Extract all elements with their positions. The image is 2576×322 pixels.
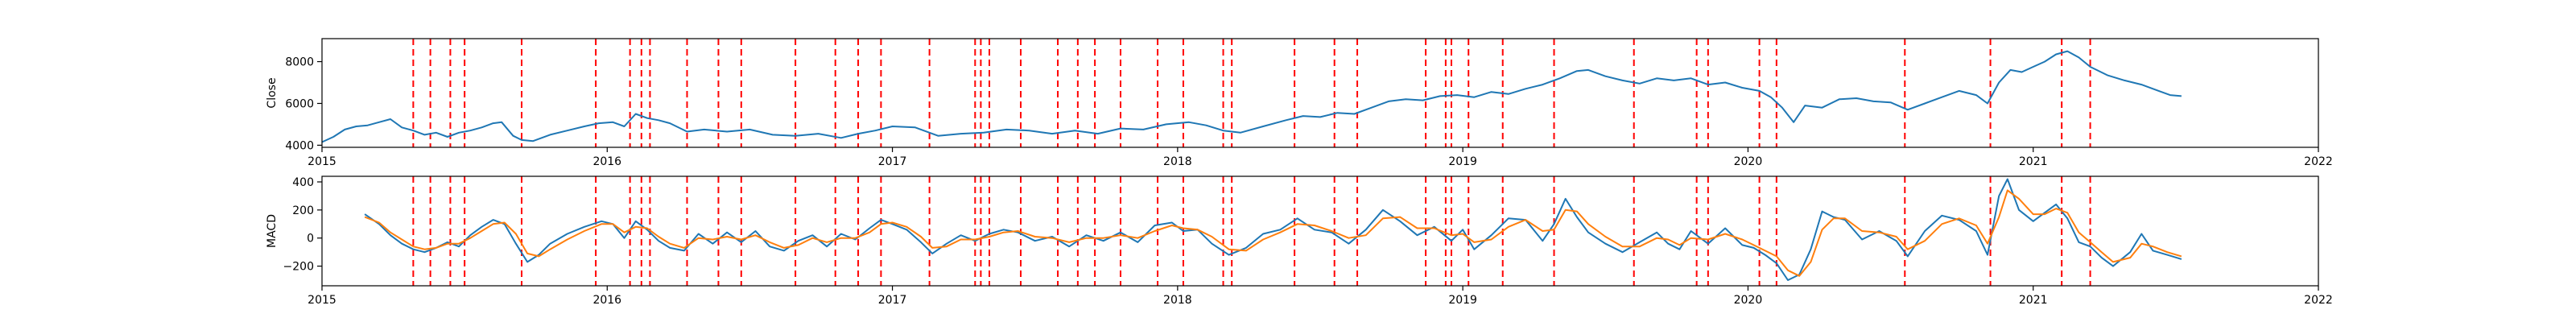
x-tick-label: 2022	[2304, 155, 2333, 168]
series-line-blue	[364, 178, 2182, 281]
x-tick-label: 2017	[878, 155, 907, 168]
y-tick-label: 0	[307, 233, 314, 246]
x-tick-label: 2017	[878, 294, 907, 307]
y-tick-label: 8000	[285, 56, 314, 69]
panel-close: 2015 2016 2017 2018 2019 2020 2021 2022 4000 6000…	[266, 38, 2333, 168]
x-tick-label: 2021	[2019, 155, 2048, 168]
x-tick-label: 2016	[592, 294, 621, 307]
series-line-blue	[321, 50, 2182, 143]
x-tick-label: 2022	[2304, 294, 2333, 307]
y-axis-label: MACD	[266, 214, 279, 248]
y-tick-label: 4000	[285, 139, 314, 152]
x-tick-label: 2015	[308, 294, 336, 307]
axes-frame	[321, 38, 2319, 148]
x-tick-label: 2018	[1163, 155, 1192, 168]
x-tick-label: 2019	[1448, 155, 1477, 168]
x-tick-label: 2015	[308, 155, 336, 168]
series-line-orange	[364, 189, 2182, 277]
axes-frame	[321, 175, 2319, 287]
panel-macd: 2015 2016 2017 2018 2019 2020 2021 2022 −200 0 200…	[266, 175, 2333, 307]
x-tick-label: 2018	[1163, 294, 1192, 307]
y-tick-label: 400	[292, 176, 314, 189]
y-tick-label: −200	[283, 261, 314, 274]
x-tick-label: 2020	[1734, 155, 1763, 168]
y-tick-label: 6000	[285, 97, 314, 110]
y-tick-label: 200	[292, 204, 314, 217]
x-tick-label: 2016	[592, 155, 621, 168]
x-tick-label: 2019	[1448, 294, 1477, 307]
x-tick-label: 2021	[2019, 294, 2048, 307]
y-axis-label: Close	[266, 77, 279, 108]
x-tick-label: 2020	[1734, 294, 1763, 307]
